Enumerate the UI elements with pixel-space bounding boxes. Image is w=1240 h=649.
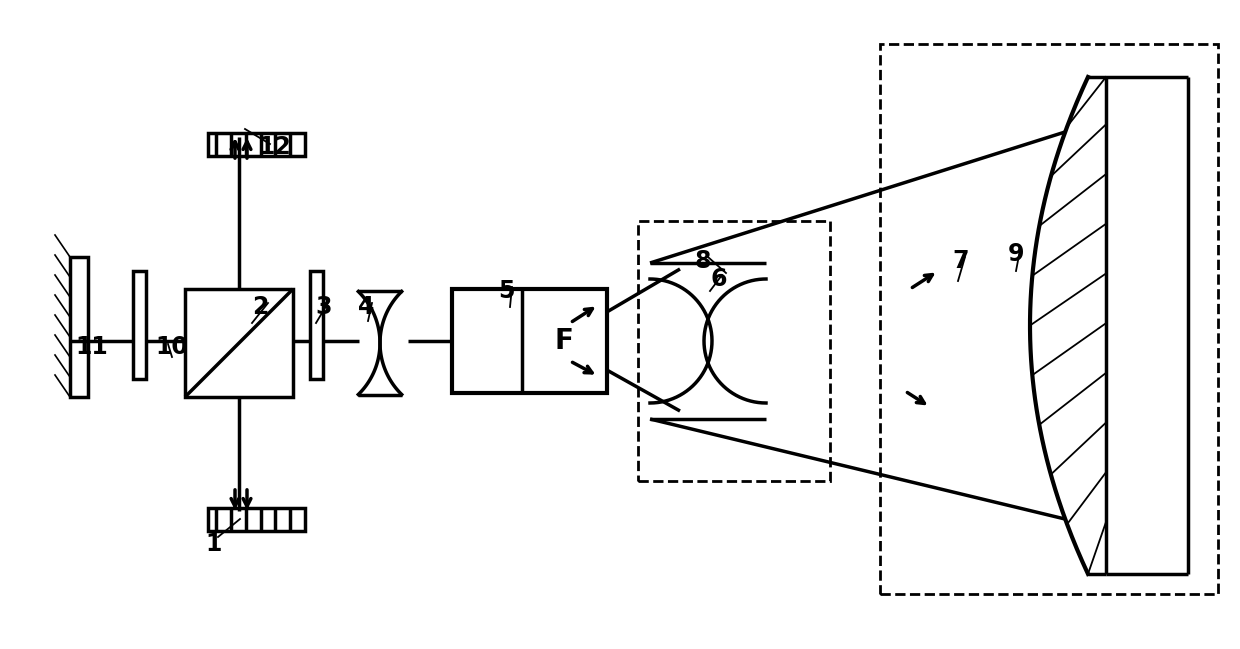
Bar bbox=[69, 257, 88, 397]
Text: 8: 8 bbox=[694, 249, 712, 273]
Text: 7: 7 bbox=[952, 249, 968, 273]
Text: 5: 5 bbox=[498, 279, 515, 303]
Text: F: F bbox=[554, 327, 573, 355]
Text: 10: 10 bbox=[155, 335, 188, 359]
Bar bbox=[639, 221, 830, 481]
Bar bbox=[185, 289, 293, 397]
Bar bbox=[133, 271, 146, 379]
Bar bbox=[310, 271, 322, 379]
Bar bbox=[453, 289, 608, 393]
Text: 11: 11 bbox=[74, 335, 108, 359]
Text: 3: 3 bbox=[315, 295, 331, 319]
Text: 6: 6 bbox=[711, 267, 727, 291]
Text: 4: 4 bbox=[358, 295, 374, 319]
Bar bbox=[208, 508, 305, 531]
Bar bbox=[880, 44, 1218, 594]
Bar bbox=[208, 133, 305, 156]
Text: 1: 1 bbox=[205, 532, 222, 556]
Text: 2: 2 bbox=[252, 295, 268, 319]
Text: 12: 12 bbox=[258, 135, 290, 159]
Text: 9: 9 bbox=[1008, 242, 1024, 266]
